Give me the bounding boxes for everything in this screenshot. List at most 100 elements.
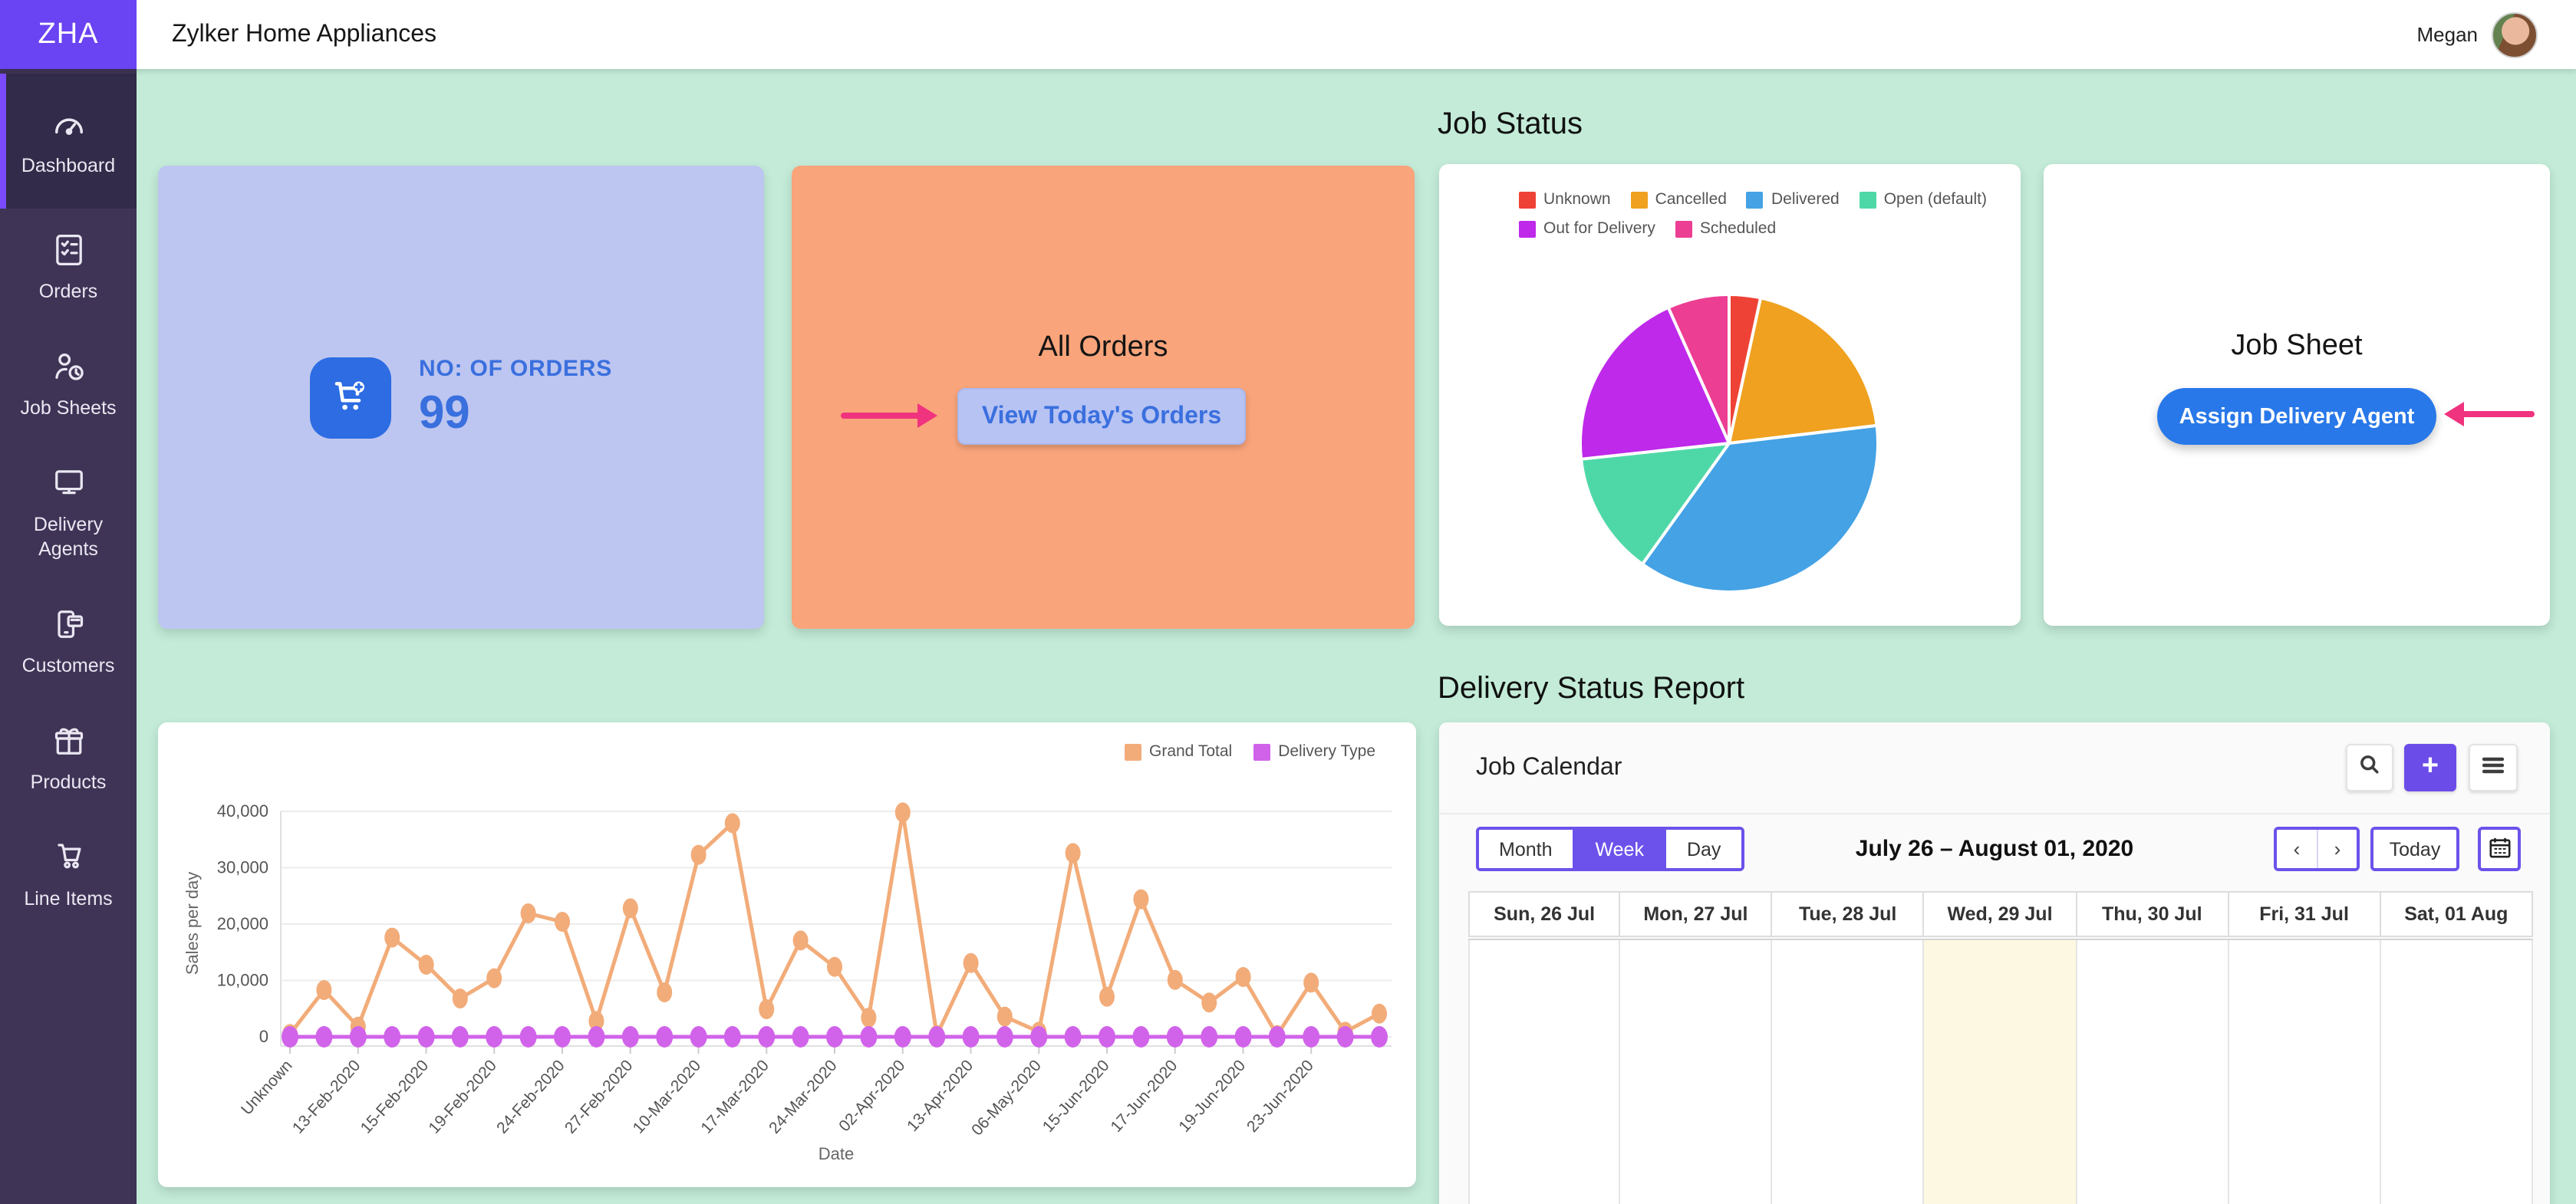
calendar-day-cell[interactable] [1620,940,1773,1204]
legend-swatch [1519,220,1536,237]
calendar-day-header: Tue, 28 Jul [1772,891,1925,937]
view-week-button[interactable]: Week [1572,830,1664,868]
svg-text:27-Feb-2020: 27-Feb-2020 [562,1057,637,1137]
highlight-arrow-icon [841,403,937,428]
legend-swatch [1253,743,1271,760]
sidebar-item-label: Dashboard [21,154,116,176]
calendar-menu-button[interactable] [2469,744,2518,791]
calendar-day-cell[interactable] [2228,940,2381,1204]
calendar-day-cell[interactable] [2077,940,2229,1204]
sidebar-item-job-sheets[interactable]: Job Sheets [0,325,137,442]
sidebar-item-products[interactable]: Products [0,699,137,816]
legend-swatch [1859,191,1876,208]
calendar-nav: ‹ › [2274,827,2360,871]
job-sheets-icon [48,346,88,386]
orders-icon [48,229,88,269]
view-todays-orders-button[interactable]: View Today's Orders [957,388,1246,445]
calendar-day-header: Thu, 30 Jul [2077,891,2229,937]
svg-text:15-Jun-2020: 15-Jun-2020 [1039,1057,1113,1136]
line-chart-legend: Grand Total Delivery Type [1125,742,1375,761]
all-orders-title: All Orders [1038,331,1168,364]
legend-item: Out for Delivery [1519,219,1655,238]
svg-text:24-Feb-2020: 24-Feb-2020 [493,1057,568,1137]
legend-item: Delivered [1746,190,1840,209]
svg-text:10-Mar-2020: 10-Mar-2020 [630,1057,705,1137]
sidebar-item-label: Line Items [24,887,113,910]
calendar-day-header: Sat, 01 Aug [2380,891,2533,937]
calendar-view-switcher: Month Week Day [1476,827,1744,871]
today-button[interactable]: Today [2370,827,2459,871]
date-picker-button[interactable] [2478,827,2521,871]
job-status-pie-chart [1576,290,1883,597]
legend-item: Scheduled [1675,219,1776,238]
orders-count-card: NO: OF ORDERS 99 [158,166,764,629]
x-axis-label: Date [818,1146,855,1164]
sidebar-item-customers[interactable]: Customers [0,583,137,699]
view-day-button[interactable]: Day [1663,830,1741,868]
legend-swatch [1675,220,1692,237]
products-icon [48,720,88,760]
sidebar-item-delivery-agents[interactable]: Delivery Agents [0,442,137,583]
app-logo[interactable]: ZHA [0,0,137,69]
calendar-day-header-row: Sun, 26 Jul Mon, 27 Jul Tue, 28 Jul Wed,… [1468,891,2533,937]
delivery-status-heading: Delivery Status Report [1438,672,1745,706]
orders-count-label: NO: OF ORDERS [418,355,613,381]
calendar-day-header: Mon, 27 Jul [1620,891,1773,937]
orders-count-value: 99 [418,387,470,438]
calendar-day-header: Wed, 29 Jul [1924,891,2077,937]
prev-button[interactable]: ‹ [2277,830,2317,868]
svg-text:24-Mar-2020: 24-Mar-2020 [766,1057,841,1137]
svg-text:17-Mar-2020: 17-Mar-2020 [697,1057,772,1137]
avatar[interactable] [2492,12,2538,58]
legend-swatch [1630,191,1648,208]
sidebar-item-label: Customers [21,654,115,676]
view-month-button[interactable]: Month [1479,830,1573,868]
svg-text:10,000: 10,000 [217,971,268,990]
job-status-card: Unknown Cancelled Delivered Open (defaul… [1439,164,2021,626]
calendar-day-cell[interactable] [1772,940,1925,1204]
next-button[interactable]: › [2317,830,2357,868]
legend-item: Cancelled [1630,190,1727,209]
job-calendar-card: Job Calendar + Month Week Day July 26 – … [1439,722,2550,1204]
svg-text:17-Jun-2020: 17-Jun-2020 [1107,1057,1181,1136]
calendar-day-cell[interactable] [2380,940,2533,1204]
legend-item: Unknown [1519,190,1611,209]
calendar-header-divider [1439,813,2550,814]
svg-text:19-Jun-2020: 19-Jun-2020 [1175,1057,1249,1136]
sidebar-item-orders[interactable]: Orders [0,209,137,325]
svg-text:30,000: 30,000 [217,858,268,877]
job-status-heading: Job Status [1438,107,1583,141]
svg-text:19-Feb-2020: 19-Feb-2020 [425,1057,500,1137]
svg-text:0: 0 [259,1027,268,1046]
app-title: Zylker Home Appliances [172,21,437,47]
customers-icon [48,604,88,643]
plus-icon: + [2421,750,2439,782]
sidebar-item-dashboard[interactable]: Dashboard [0,74,137,209]
highlight-arrow-icon [2444,402,2535,426]
assign-delivery-agent-button[interactable]: Assign Delivery Agent [2157,388,2436,445]
all-orders-card: All Orders View Today's Orders [792,166,1415,629]
search-icon [2358,752,2381,783]
job-sheet-title: Job Sheet [2231,330,2363,362]
calendar-search-button[interactable] [2346,744,2393,791]
cart-plus-icon [309,357,391,438]
calendar-day-header: Sun, 26 Jul [1468,891,1621,937]
calendar-day-cell[interactable] [1924,940,2077,1204]
legend-item: Delivery Type [1253,742,1375,761]
sales-chart-card: Grand Total Delivery Type 0 10,000 20,000 3… [158,722,1416,1187]
legend-item: Grand Total [1125,742,1232,761]
svg-text:15-Feb-2020: 15-Feb-2020 [357,1057,433,1137]
calendar-day-cell[interactable] [1468,940,1621,1204]
svg-text:Unknown: Unknown [238,1057,296,1118]
calendar-add-button[interactable]: + [2404,744,2456,791]
line-items-icon [48,837,88,877]
sidebar-item-line-items[interactable]: Line Items [0,816,137,933]
pie-legend-row-2: Out for Delivery Scheduled [1519,219,1776,238]
user-menu[interactable]: Megan [2417,0,2538,69]
svg-text:06-May-2020: 06-May-2020 [968,1057,1045,1139]
legend-swatch [1519,191,1536,208]
svg-text:13-Feb-2020: 13-Feb-2020 [289,1057,364,1137]
svg-text:13-Apr-2020: 13-Apr-2020 [904,1057,977,1135]
svg-text:02-Apr-2020: 02-Apr-2020 [835,1057,908,1135]
